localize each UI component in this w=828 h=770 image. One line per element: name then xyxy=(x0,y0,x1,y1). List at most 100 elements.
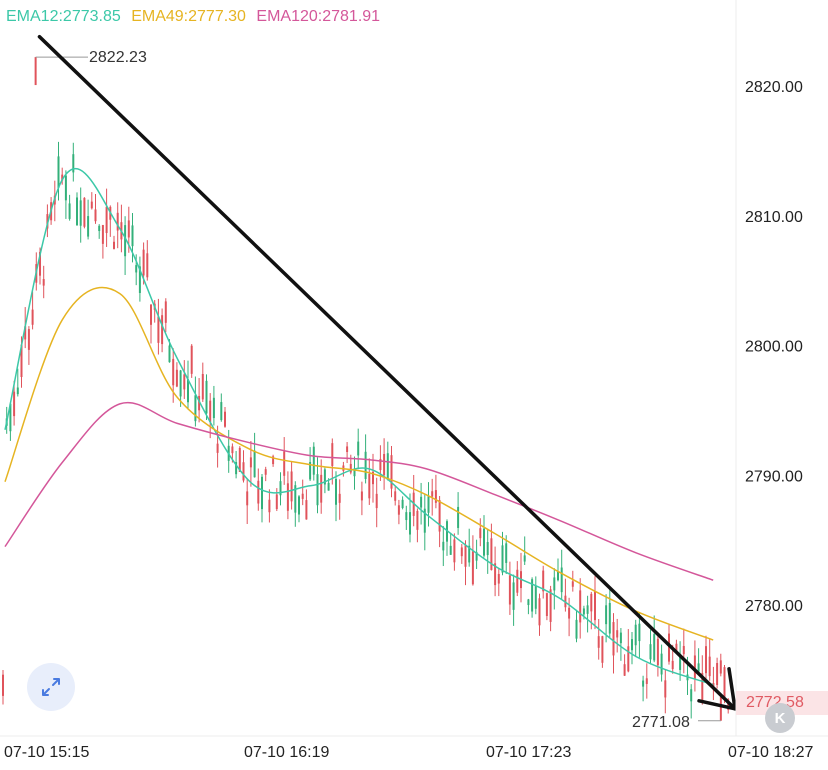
candle-body xyxy=(290,471,293,502)
candle-body xyxy=(383,454,386,476)
candle-body xyxy=(560,567,563,593)
candle-body xyxy=(653,634,656,661)
candle-body xyxy=(664,680,667,698)
candle-body xyxy=(605,605,608,625)
candle-body xyxy=(316,474,319,506)
candle-body xyxy=(298,496,300,515)
candle-body xyxy=(164,301,167,323)
candle-body xyxy=(283,451,286,476)
candle-body xyxy=(464,544,467,567)
low-label: 2771.08 xyxy=(632,714,690,731)
legend-ema120: EMA120:2781.91 xyxy=(256,8,381,25)
fit-view-button[interactable] xyxy=(27,663,75,711)
candle-body xyxy=(353,470,356,477)
candle-body xyxy=(323,469,326,485)
candle-body xyxy=(516,569,519,593)
x-tick-label: 07-10 18:27 xyxy=(728,744,814,761)
x-tick-label: 07-10 16:19 xyxy=(244,744,330,761)
candle-body xyxy=(557,571,559,581)
candle-body xyxy=(157,316,160,343)
y-tick-label: 2800.00 xyxy=(745,339,803,356)
candle-body xyxy=(172,358,175,386)
candle-body xyxy=(501,545,504,573)
candle-body xyxy=(68,203,71,219)
candle-body xyxy=(72,154,75,173)
candle-body xyxy=(335,478,337,505)
candle-body xyxy=(442,541,445,551)
candle-body xyxy=(87,216,90,237)
candle-body xyxy=(534,585,537,609)
candle-body xyxy=(505,543,508,563)
candle-body xyxy=(242,462,245,481)
candle-body xyxy=(257,480,260,504)
candle-body xyxy=(116,212,119,231)
candle-body xyxy=(113,241,115,249)
expand-arrows-icon xyxy=(42,678,60,696)
candle-body xyxy=(150,304,152,325)
legend-ema12: EMA12:2773.85 xyxy=(6,8,121,25)
candle-body xyxy=(368,473,371,499)
candle-body xyxy=(327,482,330,491)
candle-body xyxy=(309,461,312,480)
candle-body xyxy=(360,491,363,501)
candle-body xyxy=(471,551,474,585)
candle-body xyxy=(679,656,682,670)
trendline xyxy=(37,34,737,711)
candle-body xyxy=(475,552,478,561)
candle-body xyxy=(427,496,430,513)
candle-body xyxy=(449,545,452,555)
candle-body xyxy=(312,446,315,475)
candle-body xyxy=(179,370,182,397)
candle-body xyxy=(9,403,12,432)
candle-body xyxy=(497,573,500,584)
candle-body xyxy=(693,655,696,679)
candle-body xyxy=(571,581,574,587)
candle-body xyxy=(105,206,108,234)
candle-body xyxy=(175,369,178,387)
x-tick-label: 07-10 17:23 xyxy=(486,744,572,761)
candle-body xyxy=(697,663,700,672)
candle-body xyxy=(216,443,219,453)
candle-body xyxy=(638,623,641,642)
candle-body xyxy=(124,225,127,257)
candle-body xyxy=(612,622,615,656)
candle-body xyxy=(31,309,34,325)
candle-body xyxy=(682,645,685,655)
candle-body xyxy=(668,633,670,662)
candle-body xyxy=(238,447,241,472)
candle-body xyxy=(212,397,215,419)
candle-body xyxy=(231,446,234,454)
candle-body xyxy=(575,619,578,639)
candle-body xyxy=(261,476,263,510)
candle-body xyxy=(13,391,16,417)
candle-body xyxy=(616,630,619,638)
candle-body xyxy=(405,512,408,521)
candle-body xyxy=(423,508,426,533)
ema-line-ema120 xyxy=(4,401,714,581)
candle-body xyxy=(397,505,400,515)
candle-body xyxy=(512,582,515,610)
candle-body xyxy=(660,653,663,675)
candle-body xyxy=(279,481,282,496)
candle-body xyxy=(394,491,397,501)
candle-body xyxy=(671,660,674,670)
candle-body xyxy=(268,499,271,513)
candle-body xyxy=(205,380,208,414)
candle-body xyxy=(431,491,434,497)
candle-body xyxy=(619,632,622,644)
candle-body xyxy=(168,345,171,363)
candle-body xyxy=(675,643,678,654)
candle-body xyxy=(590,593,593,612)
candle-body xyxy=(579,590,582,623)
candle-body xyxy=(142,249,145,276)
candle-body xyxy=(631,639,633,651)
candle-body xyxy=(98,225,101,232)
jump-to-latest-button[interactable]: K xyxy=(765,703,795,733)
candle-body xyxy=(198,395,201,411)
candle-body xyxy=(346,446,349,453)
candle-body xyxy=(416,510,419,530)
high-label: 2822.23 xyxy=(89,49,147,66)
candle-body xyxy=(723,667,726,701)
ema-line-ema49 xyxy=(4,286,714,641)
